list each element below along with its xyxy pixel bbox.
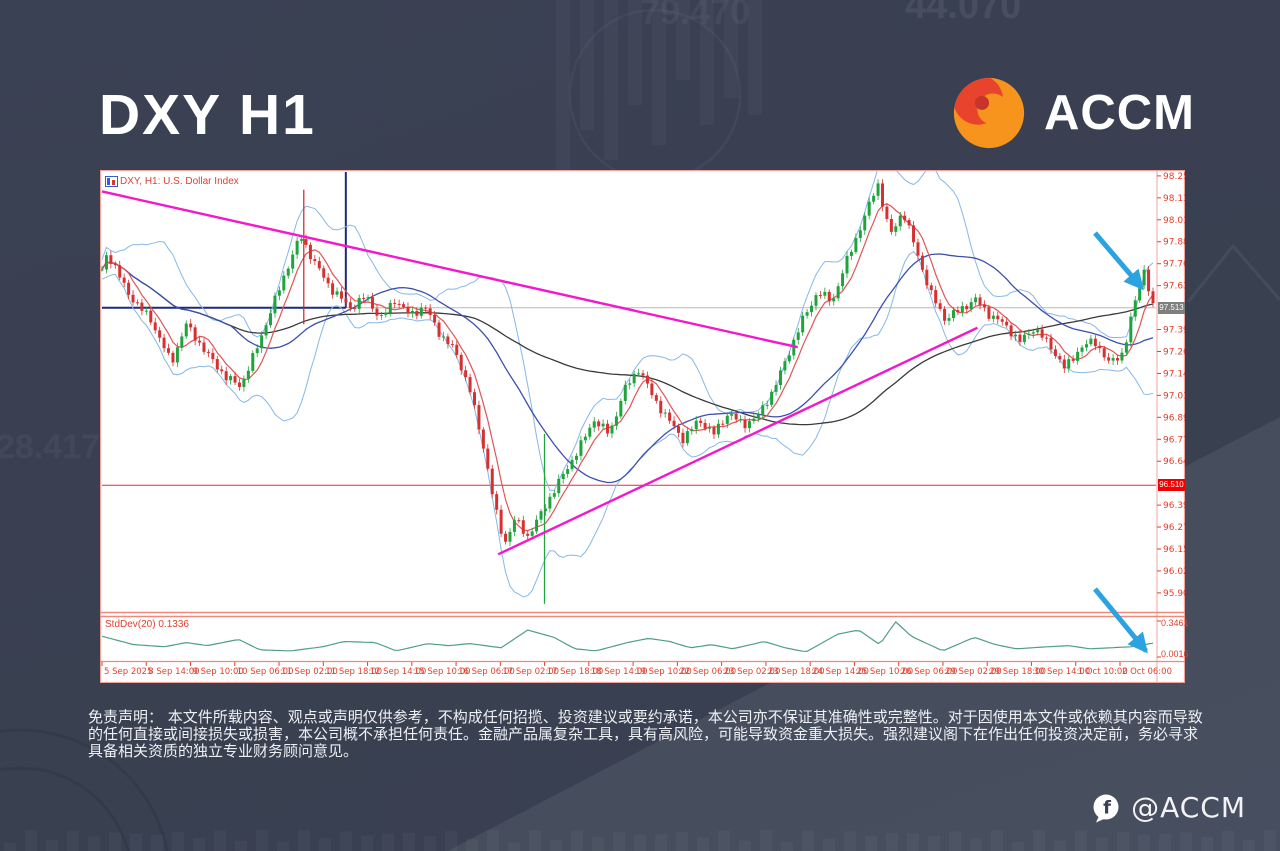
page-title: DXY H1 — [99, 83, 316, 147]
price-tick: 97.018 — [1163, 391, 1185, 401]
time-tick: 2 Oct 06:00 — [1122, 667, 1172, 677]
disclaimer-text: 免责声明： 本文件所载内容、观点或声明仅供参考，不构成任何招揽、投资建议或要约承… — [88, 708, 1203, 761]
time-tick: 9 Sep 10:00 — [193, 667, 244, 677]
time-tick: 23 Sep 18:00 — [768, 667, 825, 677]
time-tick: 24 Sep 14:00 — [812, 667, 869, 677]
watermark-number: 79.470 — [640, 0, 750, 32]
time-tick: 1 Oct 10:00 — [1078, 667, 1128, 677]
candles — [101, 179, 1155, 547]
time-tick: 18 Sep 14:00 — [591, 667, 648, 677]
indicator-min-label: 0.0016 — [1161, 649, 1189, 659]
price-tick: 96.150 — [1163, 545, 1185, 555]
price-tick: 96.770 — [1163, 435, 1185, 445]
level-price-tag: 96.510 — [1158, 479, 1185, 491]
watermark-number: 28.417 — [0, 428, 100, 466]
price-tick: 96.274 — [1163, 523, 1185, 533]
watermark-number: 44.070 — [905, 0, 1021, 27]
stddev-pane — [101, 621, 1154, 653]
ascending-support — [497, 326, 978, 556]
time-tick: 19 Sep 10:00 — [635, 667, 692, 677]
time-tick: 25 Sep 10:00 — [856, 667, 913, 677]
time-tick: 15 Sep 10:00 — [414, 667, 471, 677]
price-tick: 96.398 — [1163, 501, 1185, 511]
price-tick: 98.134 — [1163, 194, 1185, 204]
brand-logo: ACCM — [950, 74, 1195, 152]
time-tick: 17 Sep 02:00 — [502, 667, 559, 677]
price-tick: 96.646 — [1163, 457, 1185, 467]
stddev-indicator-label: StdDev(20) 0.1336 — [105, 619, 189, 630]
time-tick: 29 Sep 02:00 — [945, 667, 1002, 677]
price-tick: 97.390 — [1163, 326, 1185, 336]
time-tick: 23 Sep 02:00 — [724, 667, 781, 677]
price-tick: 97.142 — [1163, 369, 1185, 379]
brand-name: ACCM — [1044, 86, 1195, 140]
price-tick: 97.886 — [1163, 238, 1185, 248]
time-tick: 22 Sep 06:00 — [679, 667, 736, 677]
current-price-tag: 97.513 — [1158, 302, 1185, 314]
social-footer: f @ACCM — [1091, 791, 1246, 824]
time-tick: 11 Sep 02:00 — [281, 667, 338, 677]
time-tick: 16 Sep 06:00 — [458, 667, 515, 677]
price-tick: 97.762 — [1163, 260, 1185, 270]
time-tick: 17 Sep 18:00 — [547, 667, 604, 677]
price-tick: 97.638 — [1163, 282, 1185, 292]
facebook-handle: @ACCM — [1131, 791, 1246, 824]
price-tick: 96.894 — [1163, 413, 1185, 423]
price-tick: 98.010 — [1163, 216, 1185, 226]
main-pane — [101, 171, 1156, 604]
time-tick: 8 Sep 14:00 — [148, 667, 199, 677]
descending-resistance — [101, 190, 799, 349]
price-tick: 98.258 — [1163, 172, 1185, 182]
accm-swirl-icon — [953, 77, 1025, 149]
time-tick: 30 Sep 14:00 — [1033, 667, 1090, 677]
price-tick: 96.026 — [1163, 567, 1185, 577]
chart-window-icon — [105, 176, 118, 187]
time-tick: 5 Sep 2025 — [104, 667, 152, 677]
price-chart-panel: 98.258 98.134 98.010 97.886 97.762 97.638 97.3… — [100, 170, 1189, 683]
svg-text:f: f — [1103, 797, 1111, 818]
time-tick: 12 Sep 14:00 — [370, 667, 427, 677]
price-tick: 97.266 — [1163, 347, 1185, 357]
time-tick: 10 Sep 06:00 — [237, 667, 294, 677]
chart-svg: 98.258 98.134 98.010 97.886 97.762 97.638 97.3… — [100, 170, 1185, 683]
time-tick: 11 Sep 18:00 — [325, 667, 382, 677]
chart-frame: 98.258 98.134 98.010 97.886 97.762 97.638 97.3… — [100, 170, 1185, 683]
chart-title: DXY, H1: U.S. Dollar Index — [120, 176, 239, 187]
facebook-icon: f — [1093, 794, 1119, 822]
indicator-max-label: 0.3461 — [1161, 618, 1189, 628]
time-tick: 29 Sep 18:00 — [989, 667, 1046, 677]
price-tick: 95.902 — [1163, 589, 1185, 599]
time-tick: 26 Sep 06:00 — [901, 667, 958, 677]
